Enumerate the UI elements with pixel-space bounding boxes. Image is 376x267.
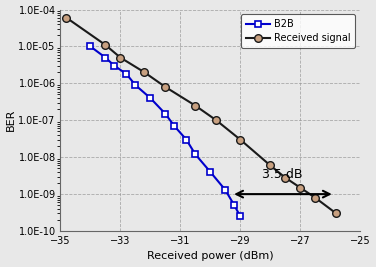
Received signal xyxy=(64,16,69,19)
B2B xyxy=(193,153,197,156)
Received signal xyxy=(163,85,168,89)
B2B xyxy=(103,56,108,59)
Received signal xyxy=(103,43,108,46)
B2B xyxy=(172,124,177,128)
Received signal xyxy=(193,104,197,107)
B2B xyxy=(184,138,189,141)
Received signal xyxy=(334,212,338,215)
B2B xyxy=(238,215,243,218)
Line: B2B: B2B xyxy=(87,43,243,219)
Received signal xyxy=(313,196,317,199)
B2B xyxy=(88,45,92,48)
B2B xyxy=(223,188,227,191)
B2B xyxy=(232,204,237,207)
B2B xyxy=(112,64,117,67)
Legend: B2B, Received signal: B2B, Received signal xyxy=(241,14,355,48)
Y-axis label: BER: BER xyxy=(6,109,15,131)
Received signal xyxy=(268,164,273,167)
B2B xyxy=(124,72,129,76)
Text: 3.5 dB: 3.5 dB xyxy=(262,168,302,182)
X-axis label: Received power (dBm): Received power (dBm) xyxy=(147,252,274,261)
B2B xyxy=(208,170,212,174)
B2B xyxy=(133,84,138,87)
Line: Received signal: Received signal xyxy=(63,14,340,217)
Received signal xyxy=(142,71,147,74)
Received signal xyxy=(283,176,288,179)
Received signal xyxy=(238,138,243,141)
Received signal xyxy=(214,119,218,122)
B2B xyxy=(163,112,168,115)
Received signal xyxy=(298,186,302,189)
B2B xyxy=(148,96,153,100)
Received signal xyxy=(118,56,123,59)
